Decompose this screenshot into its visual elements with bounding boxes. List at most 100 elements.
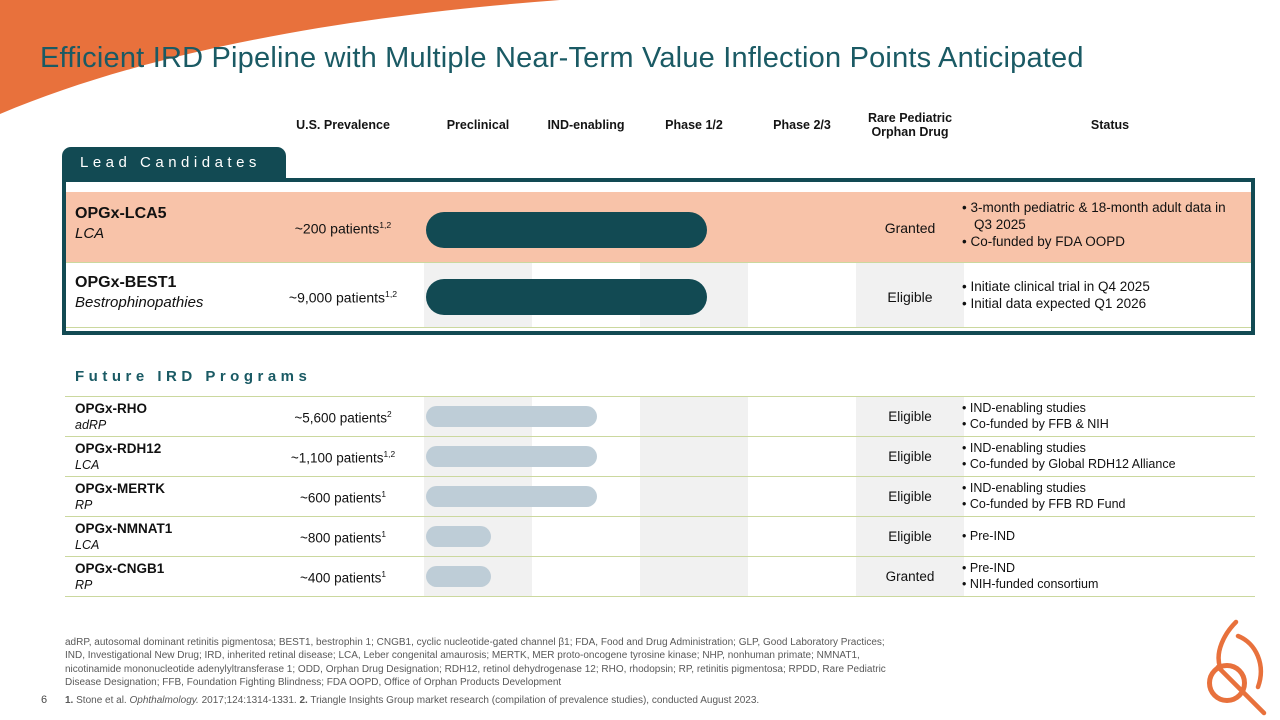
status-bullet: NIH-funded consortium — [962, 576, 1230, 592]
program-name-block: OPGx-MERTK RP — [75, 481, 165, 513]
row-divider — [65, 556, 1255, 557]
prevalence-superscript: 1,2 — [383, 449, 396, 459]
program-name-block: OPGx-CNGB1 RP — [75, 561, 164, 593]
prevalence-text: ~200 patients — [294, 220, 380, 237]
designation-value: Eligible — [888, 449, 932, 464]
program-indication: LCA — [75, 457, 100, 472]
status-bullets: IND-enabling studies Co-funded by FFB RD… — [962, 480, 1230, 513]
status-bullet: Co-funded by FFB & NIH — [962, 416, 1230, 432]
reference-text: Stone et al. — [73, 695, 130, 706]
column-stripe-phase12 — [640, 397, 748, 596]
corner-swoosh — [0, 0, 560, 114]
prevalence-superscript: 1 — [381, 489, 387, 499]
reference-number: 2. — [299, 695, 308, 706]
program-name-block: OPGx-RHO adRP — [75, 401, 147, 433]
row-divider — [65, 476, 1255, 477]
prevalence-value: ~200 patients1,2 — [263, 220, 423, 237]
prevalence-value: ~5,600 patients2 — [263, 409, 423, 426]
status-bullets: IND-enabling studies Co-funded by FFB & … — [962, 400, 1230, 433]
column-header-preclinical: Preclinical — [446, 118, 510, 132]
slide-title: Efficient IRD Pipeline with Multiple Nea… — [40, 42, 1084, 74]
prevalence-text: ~5,600 patients — [294, 410, 388, 426]
program-name: OPGx-MERTK — [75, 481, 166, 496]
prevalence-superscript: 2 — [387, 409, 392, 419]
pipeline-bar — [426, 406, 597, 427]
program-indication: RP — [75, 497, 93, 512]
prevalence-text: ~800 patients — [299, 530, 382, 546]
designation-value: Eligible — [888, 529, 932, 544]
program-indication: adRP — [75, 417, 107, 432]
prevalence-value: ~800 patients1 — [263, 529, 423, 546]
row-divider — [66, 262, 1251, 263]
status-bullet: Initial data expected Q1 2026 — [962, 295, 1230, 312]
program-indication: LCA — [75, 224, 105, 242]
prevalence-value: ~600 patients1 — [263, 489, 423, 506]
prevalence-value: ~400 patients1 — [263, 569, 423, 586]
status-bullet: 3-month pediatric & 18-month adult data … — [962, 199, 1230, 233]
program-name-block: OPGx-NMNAT1 LCA — [75, 521, 172, 553]
prevalence-text: ~1,100 patients — [290, 450, 384, 466]
status-bullets: Pre-IND — [962, 528, 1230, 544]
status-bullet: Co-funded by Global RDH12 Alliance — [962, 456, 1230, 472]
reference-number: 1. — [65, 695, 74, 706]
status-bullets: IND-enabling studies Co-funded by Global… — [962, 440, 1230, 473]
prevalence-value: ~9,000 patients1,2 — [263, 289, 423, 306]
prevalence-text: ~600 patients — [299, 490, 382, 506]
designation-value: Eligible — [888, 489, 932, 504]
program-name-block: OPGx-BEST1 Bestrophinopathies — [75, 273, 203, 313]
column-header-phase12: Phase 1/2 — [665, 118, 723, 132]
prevalence-superscript: 1,2 — [379, 220, 392, 230]
future-programs-heading: Future IRD Programs — [75, 368, 312, 385]
program-name: OPGx-RHO — [75, 401, 148, 416]
prevalence-text: ~400 patients — [299, 570, 382, 586]
pipeline-bar — [426, 526, 491, 547]
prevalence-superscript: 1,2 — [385, 289, 398, 299]
reference-text: 2017;124:1314-1331. — [198, 695, 300, 706]
designation-value: Granted — [885, 569, 935, 584]
pipeline-bar — [426, 279, 707, 315]
pipeline-bar — [426, 486, 597, 507]
reference-text: Triangle Insights Group market research … — [307, 695, 760, 706]
status-bullet: IND-enabling studies — [962, 440, 1230, 456]
page-number: 6 — [41, 694, 48, 706]
pipeline-bar — [426, 566, 491, 587]
column-header-phase23: Phase 2/3 — [773, 118, 831, 132]
program-name: OPGx-CNGB1 — [75, 561, 165, 576]
status-bullets: Initiate clinical trial in Q4 2025 Initi… — [962, 278, 1230, 312]
program-indication: Bestrophinopathies — [75, 293, 204, 311]
prevalence-superscript: 1 — [381, 569, 387, 579]
status-bullets: Pre-IND NIH-funded consortium — [962, 560, 1230, 593]
lead-candidates-tab: Lead Candidates — [62, 147, 286, 179]
status-bullet: Pre-IND — [962, 560, 1230, 576]
designation-value: Eligible — [888, 409, 932, 424]
program-name: OPGx-BEST1 — [75, 274, 177, 291]
designation-value: Granted — [884, 220, 936, 236]
pipeline-bar — [426, 212, 707, 248]
column-header-prevalence: U.S. Prevalence — [296, 118, 390, 132]
status-bullets: 3-month pediatric & 18-month adult data … — [962, 199, 1230, 250]
status-bullet: Co-funded by FDA OOPD — [962, 233, 1230, 250]
row-divider — [65, 516, 1255, 517]
column-header-rare-pediatric: Rare Pediatric Orphan Drug — [867, 111, 953, 140]
row-divider — [65, 396, 1255, 397]
reference-journal: Ophthalmology. — [129, 695, 199, 706]
status-bullet: Co-funded by FFB RD Fund — [962, 496, 1230, 512]
status-bullet: Initiate clinical trial in Q4 2025 — [962, 278, 1230, 295]
program-indication: RP — [75, 577, 93, 592]
program-name: OPGx-RDH12 — [75, 441, 162, 456]
designation-value: Eligible — [887, 289, 933, 305]
prevalence-text: ~9,000 patients — [288, 289, 386, 306]
footnote-abbreviations: adRP, autosomal dominant retinitis pigme… — [65, 637, 886, 689]
status-bullet: IND-enabling studies — [962, 400, 1230, 416]
row-divider — [65, 596, 1255, 597]
program-indication: LCA — [75, 537, 100, 552]
company-logo-icon — [1207, 619, 1267, 716]
prevalence-superscript: 1 — [381, 529, 387, 539]
status-bullet: IND-enabling studies — [962, 480, 1230, 496]
row-divider — [66, 327, 1251, 328]
row-divider — [65, 436, 1255, 437]
footnote-references: 1. Stone et al. Ophthalmology. 2017;124:… — [65, 695, 1065, 706]
pipeline-bar — [426, 446, 597, 467]
status-bullet: Pre-IND — [962, 528, 1230, 544]
